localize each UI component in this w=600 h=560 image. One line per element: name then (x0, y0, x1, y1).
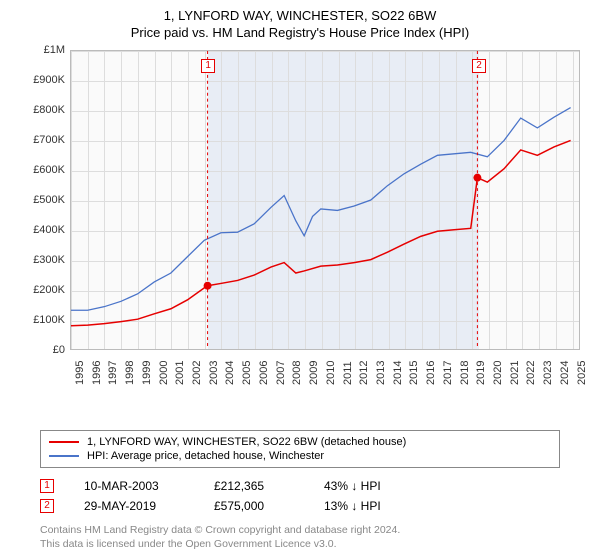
xtick-label: 2015 (408, 361, 420, 385)
ytick-label: £700K (33, 134, 65, 146)
xtick-label: 2006 (258, 361, 270, 385)
event-marker-label: 1 (201, 59, 215, 73)
sales-date: 29-MAY-2019 (84, 499, 184, 513)
xtick-label: 2013 (375, 361, 387, 385)
xtick-label: 2020 (492, 361, 504, 385)
xtick-label: 1997 (107, 361, 119, 385)
legend-swatch (49, 441, 79, 443)
xtick-label: 2005 (241, 361, 253, 385)
xtick-label: 1999 (141, 361, 153, 385)
title-line2: Price paid vs. HM Land Registry's House … (0, 25, 600, 40)
series-line (71, 108, 571, 311)
xtick-label: 2001 (174, 361, 186, 385)
xtick-label: 2018 (459, 361, 471, 385)
legend-row: 1, LYNFORD WAY, WINCHESTER, SO22 6BW (de… (49, 435, 551, 449)
xtick-label: 2007 (275, 361, 287, 385)
legend-row: HPI: Average price, detached house, Winc… (49, 449, 551, 463)
attribution: Contains HM Land Registry data © Crown c… (40, 524, 600, 551)
xtick-label: 2021 (509, 361, 521, 385)
event-marker-label: 2 (472, 59, 486, 73)
chart-title-block: 1, LYNFORD WAY, WINCHESTER, SO22 6BW Pri… (0, 0, 600, 42)
ytick-label: £800K (33, 104, 65, 116)
xtick-label: 2009 (308, 361, 320, 385)
sales-diff: 13% ↓ HPI (324, 499, 414, 513)
sales-diff: 43% ↓ HPI (324, 479, 414, 493)
attribution-line1: Contains HM Land Registry data © Crown c… (40, 524, 600, 538)
sales-row: 2 29-MAY-2019 £575,000 13% ↓ HPI (40, 496, 600, 516)
xtick-label: 1998 (124, 361, 136, 385)
line-series-svg (71, 51, 579, 349)
xtick-label: 2025 (576, 361, 588, 385)
xtick-label: 1995 (74, 361, 86, 385)
sales-row: 1 10-MAR-2003 £212,365 43% ↓ HPI (40, 476, 600, 496)
xtick-label: 2019 (475, 361, 487, 385)
series-line (71, 140, 571, 325)
xtick-label: 2002 (191, 361, 203, 385)
ytick-label: £0 (53, 344, 65, 356)
legend-label: 1, LYNFORD WAY, WINCHESTER, SO22 6BW (de… (87, 436, 406, 448)
legend-label: HPI: Average price, detached house, Winc… (87, 450, 324, 462)
event-marker-dot (473, 174, 481, 182)
xtick-label: 2012 (358, 361, 370, 385)
xtick-label: 2017 (442, 361, 454, 385)
attribution-line2: This data is licensed under the Open Gov… (40, 538, 600, 552)
sales-marker: 2 (40, 499, 54, 513)
legend: 1, LYNFORD WAY, WINCHESTER, SO22 6BW (de… (40, 430, 560, 468)
sales-date: 10-MAR-2003 (84, 479, 184, 493)
xtick-label: 2010 (325, 361, 337, 385)
title-line1: 1, LYNFORD WAY, WINCHESTER, SO22 6BW (0, 8, 600, 23)
ytick-label: £400K (33, 224, 65, 236)
ytick-label: £500K (33, 194, 65, 206)
plot-region: 12 (70, 50, 580, 350)
xtick-label: 2011 (342, 361, 354, 385)
xtick-label: 2023 (542, 361, 554, 385)
xtick-label: 2000 (158, 361, 170, 385)
xtick-label: 2004 (224, 361, 236, 385)
sales-table: 1 10-MAR-2003 £212,365 43% ↓ HPI 2 29-MAY-201… (40, 476, 600, 516)
xtick-label: 2003 (208, 361, 220, 385)
ytick-label: £300K (33, 254, 65, 266)
sales-price: £575,000 (214, 499, 294, 513)
xtick-label: 1996 (91, 361, 103, 385)
ytick-label: £1M (44, 44, 65, 56)
xtick-label: 2014 (392, 361, 404, 385)
xtick-label: 2016 (425, 361, 437, 385)
ytick-label: £100K (33, 314, 65, 326)
xtick-label: 2022 (525, 361, 537, 385)
ytick-label: £900K (33, 74, 65, 86)
legend-swatch (49, 455, 79, 457)
event-marker-dot (204, 282, 212, 290)
chart-area: 12 £0£100K£200K£300K£400K£500K£600K£700K… (30, 50, 590, 380)
xtick-label: 2024 (559, 361, 571, 385)
sales-marker: 1 (40, 479, 54, 493)
sales-price: £212,365 (214, 479, 294, 493)
ytick-label: £600K (33, 164, 65, 176)
xtick-label: 2008 (291, 361, 303, 385)
ytick-label: £200K (33, 284, 65, 296)
